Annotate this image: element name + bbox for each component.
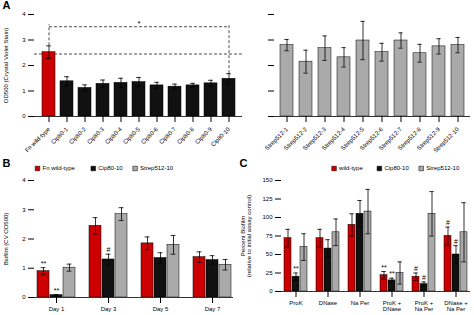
- svg-text:Cip80-7: Cip80-7: [158, 126, 178, 146]
- svg-text:Cip80-1: Cip80-1: [50, 126, 70, 146]
- svg-text:0: 0: [22, 294, 26, 300]
- svg-text:**: **: [381, 264, 387, 271]
- svg-text:150: 150: [262, 177, 273, 183]
- svg-text:4: 4: [22, 11, 26, 17]
- svg-text:#: #: [446, 219, 450, 226]
- svg-text:Strep512-10: Strep512-10: [432, 126, 460, 154]
- svg-text:wild-type: wild-type: [338, 165, 363, 171]
- svg-text:100: 100: [262, 214, 273, 220]
- svg-text:Day 7: Day 7: [205, 306, 221, 312]
- svg-text:ProK +Na Per: ProK +Na Per: [415, 300, 434, 312]
- svg-text:DNase +Na Per: DNase +Na Per: [444, 300, 468, 312]
- svg-text:Na Per: Na Per: [351, 300, 370, 306]
- svg-text:Cip80-10: Cip80-10: [210, 126, 232, 148]
- svg-text:125: 125: [262, 196, 273, 202]
- svg-text:#: #: [414, 265, 418, 272]
- svg-text:0: 0: [22, 113, 26, 119]
- svg-text:Strep512-2: Strep512-2: [282, 126, 309, 152]
- svg-text:Strep512-10: Strep512-10: [426, 165, 460, 171]
- svg-text:ProK: ProK: [289, 300, 302, 306]
- svg-text:OD500 (Crystal Violet Stain): OD500 (Crystal Violet Stain): [3, 28, 9, 103]
- svg-text:2: 2: [22, 236, 26, 242]
- svg-text:Fn wild-type: Fn wild-type: [43, 165, 76, 171]
- svg-text:4: 4: [22, 177, 26, 183]
- svg-text:Biofilm (CV OD500): Biofilm (CV OD500): [3, 213, 9, 266]
- svg-text:75: 75: [266, 233, 273, 239]
- svg-text:**: **: [41, 260, 47, 267]
- svg-text:C: C: [240, 157, 248, 169]
- svg-text:0: 0: [269, 288, 273, 294]
- svg-text:*: *: [137, 19, 140, 28]
- svg-text:Cip80-8: Cip80-8: [176, 126, 196, 146]
- svg-text:DNase: DNase: [319, 300, 338, 306]
- svg-text:Percent Biofilm(relative to in: Percent Biofilm(relative to initial assa…: [240, 195, 252, 277]
- svg-text:Cip80-3: Cip80-3: [86, 126, 106, 146]
- svg-text:A: A: [3, 0, 11, 11]
- svg-text:3: 3: [22, 37, 26, 43]
- svg-text:Day 5: Day 5: [153, 306, 169, 312]
- svg-text:Strep512-3: Strep512-3: [301, 126, 328, 152]
- svg-text:Cip80-6: Cip80-6: [140, 126, 160, 146]
- svg-text:Strep512-10: Strep512-10: [140, 165, 174, 171]
- svg-text:Strep512-1: Strep512-1: [263, 126, 290, 152]
- svg-text:Strep512-7: Strep512-7: [377, 126, 404, 152]
- svg-text:B: B: [3, 157, 11, 169]
- svg-text:1: 1: [22, 265, 26, 271]
- svg-text:Strep512-4: Strep512-4: [320, 126, 347, 152]
- svg-text:ProK +DNase: ProK +DNase: [383, 300, 402, 312]
- svg-text:Cip80-10: Cip80-10: [98, 165, 123, 171]
- svg-text:Strep512-6: Strep512-6: [358, 126, 385, 152]
- svg-text:Cip80-4: Cip80-4: [104, 126, 124, 146]
- svg-text:Day 3: Day 3: [101, 306, 117, 312]
- svg-text:Fn wild-type: Fn wild-type: [24, 126, 52, 154]
- svg-text:3: 3: [22, 207, 26, 213]
- svg-text:Cip80-9: Cip80-9: [194, 126, 214, 146]
- svg-text:**: **: [293, 265, 299, 272]
- svg-text:50: 50: [266, 251, 273, 257]
- svg-text:Cip80-5: Cip80-5: [122, 126, 142, 146]
- svg-text:Cip80-10: Cip80-10: [384, 165, 409, 171]
- svg-text:Strep512-8: Strep512-8: [396, 126, 423, 152]
- svg-text:2: 2: [22, 62, 26, 68]
- svg-text:Strep512-5: Strep512-5: [339, 126, 366, 152]
- svg-text:#: #: [107, 246, 111, 253]
- svg-text:Cip80-2: Cip80-2: [68, 126, 88, 146]
- svg-text:Strep512-9: Strep512-9: [415, 126, 442, 152]
- svg-text:**: **: [389, 270, 395, 277]
- svg-text:#: #: [422, 274, 426, 281]
- svg-text:25: 25: [266, 270, 273, 276]
- svg-text:Day 1: Day 1: [49, 306, 65, 312]
- svg-text:#: #: [454, 238, 458, 245]
- svg-text:1: 1: [22, 88, 26, 94]
- svg-text:**: **: [54, 287, 60, 294]
